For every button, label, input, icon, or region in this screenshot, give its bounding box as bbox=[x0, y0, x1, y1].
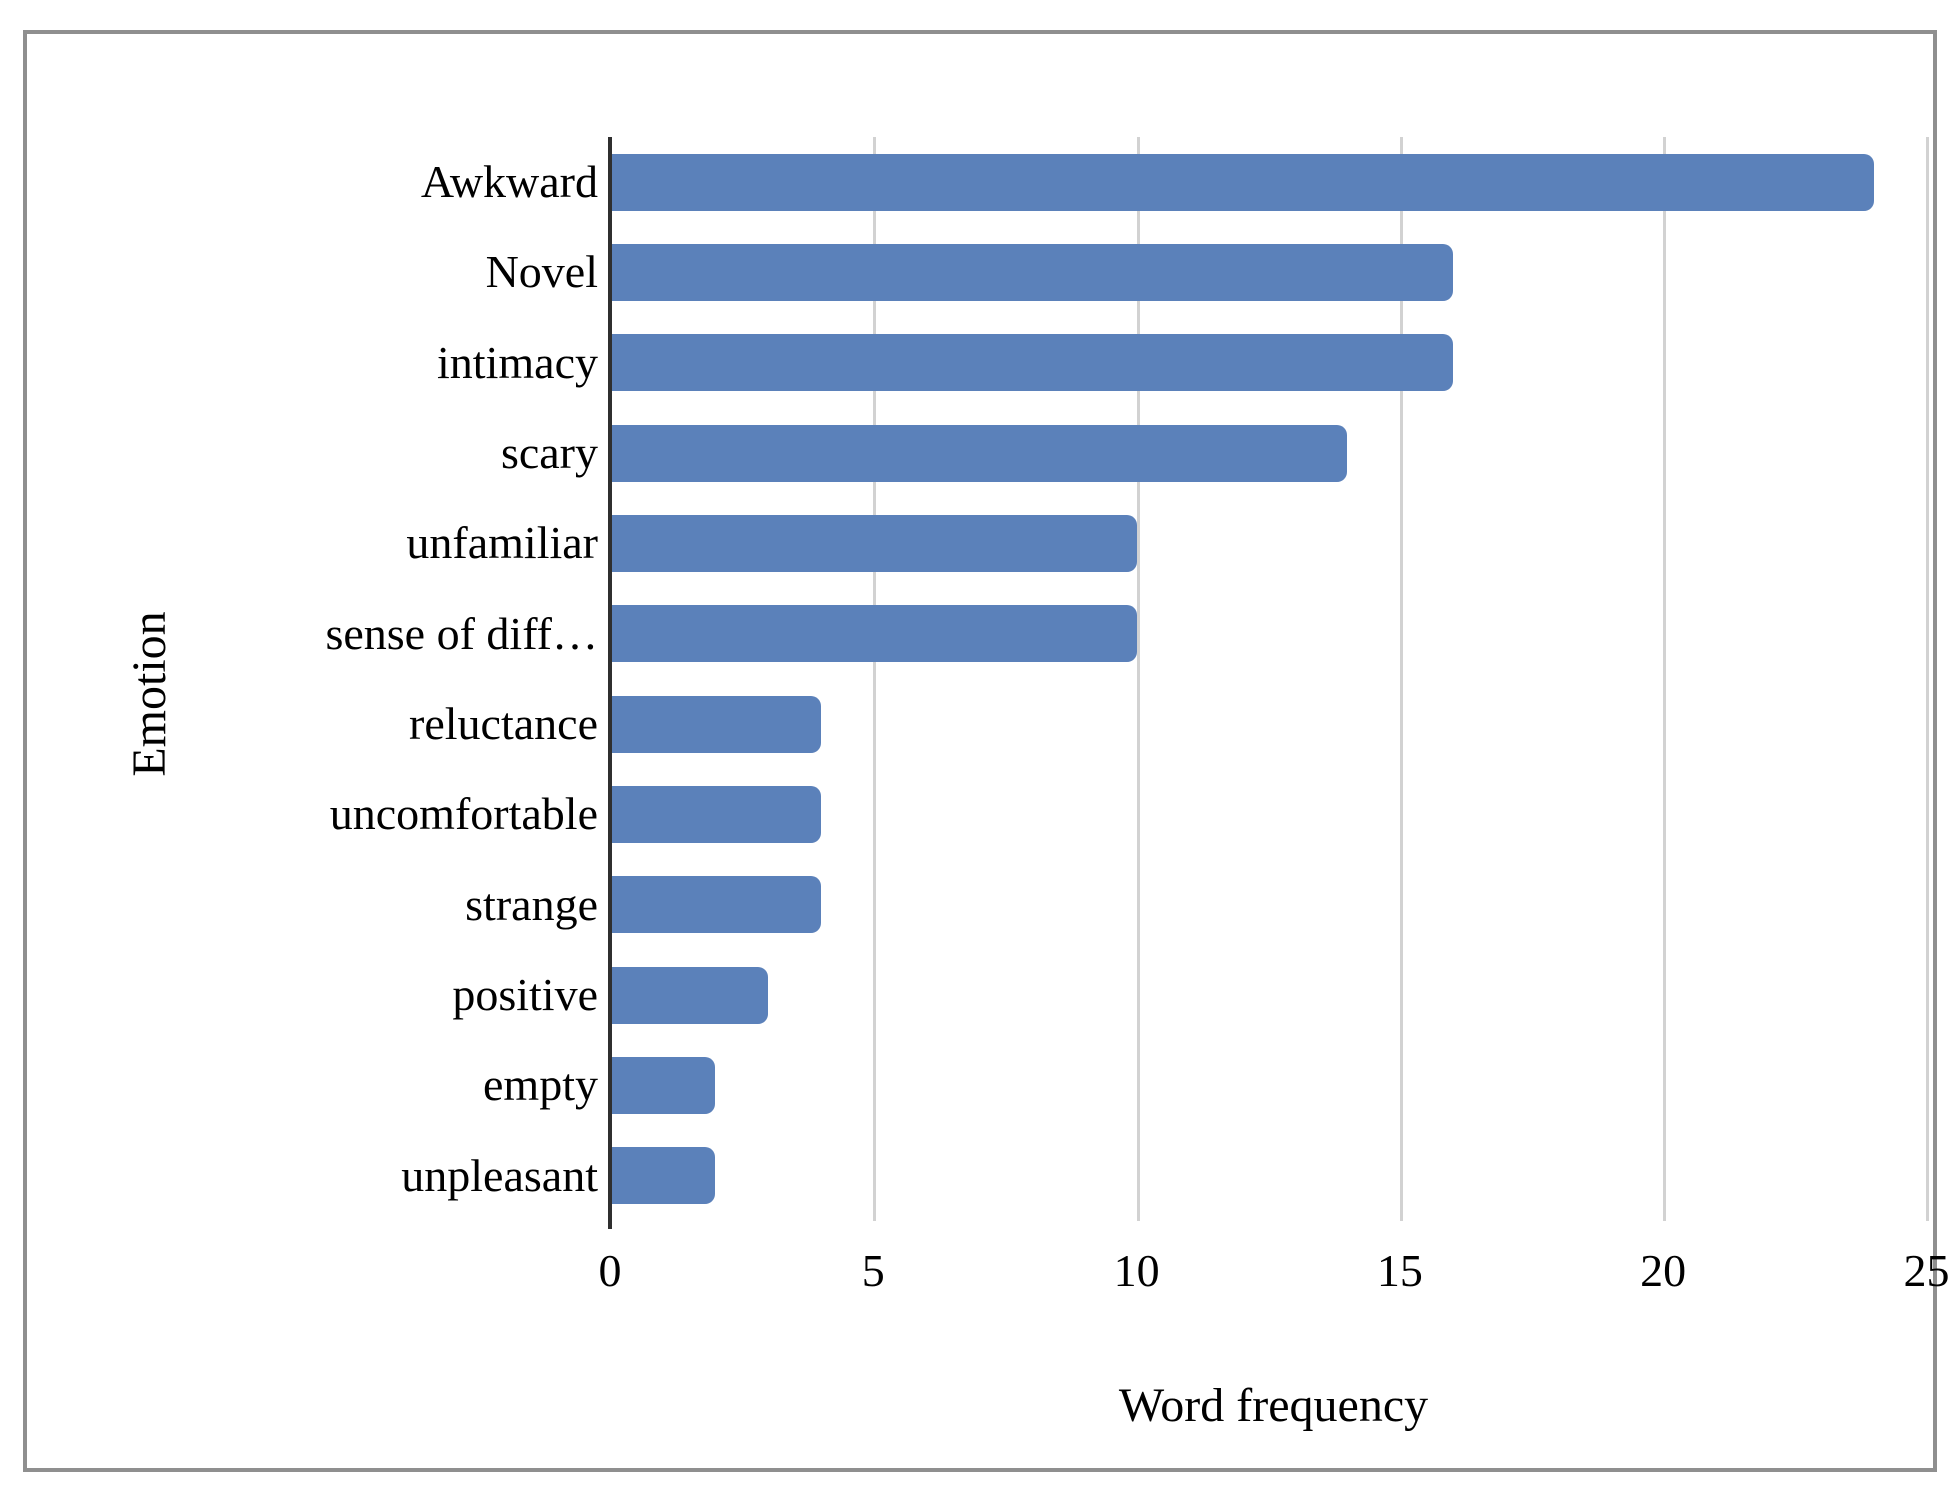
bar-row bbox=[610, 318, 1937, 408]
category-label-row: Novel bbox=[57, 227, 598, 317]
bar-row bbox=[610, 679, 1937, 769]
category-label: Awkward bbox=[420, 156, 598, 208]
bar-row bbox=[610, 408, 1937, 498]
category-label-row: Awkward bbox=[57, 137, 598, 227]
plot-area bbox=[608, 137, 1937, 1229]
gridline-5 bbox=[873, 137, 877, 1221]
category-label-row: strange bbox=[57, 860, 598, 950]
bar-unfamiliar bbox=[610, 514, 1137, 572]
bar-sense of diff… bbox=[610, 605, 1137, 663]
bar-scary bbox=[610, 424, 1348, 482]
bar-row bbox=[610, 1131, 1937, 1221]
chart-frame: Awkward Novel intimacy scary unfamiliar sense… bbox=[23, 30, 1950, 1472]
category-label: uncomfortable bbox=[329, 788, 598, 840]
category-label: positive bbox=[452, 969, 598, 1021]
category-label: sense of diff… bbox=[325, 607, 598, 659]
gridline-10 bbox=[1136, 137, 1140, 1221]
category-label-row: sense of diff… bbox=[57, 589, 598, 679]
category-label: strange bbox=[465, 878, 598, 930]
bar-unpleasant bbox=[610, 1147, 716, 1205]
gridline-20 bbox=[1663, 137, 1667, 1221]
x-tick-label-25: 25 bbox=[1903, 1245, 1950, 1296]
bar-row bbox=[610, 227, 1937, 317]
bar-row bbox=[610, 769, 1937, 859]
bar-strange bbox=[610, 876, 821, 934]
category-label-row: intimacy bbox=[57, 318, 598, 408]
bar-uncomfortable bbox=[610, 785, 821, 843]
x-tick-label-5: 5 bbox=[861, 1245, 885, 1296]
category-label: empty bbox=[483, 1059, 598, 1111]
category-label-row: scary bbox=[57, 408, 598, 498]
y-axis-line bbox=[608, 137, 612, 1229]
bar-row bbox=[610, 498, 1937, 588]
x-tick-labels: 0 5 10 15 20 25 bbox=[599, 1245, 1950, 1308]
bar-row bbox=[610, 860, 1937, 950]
x-tick-label-10: 10 bbox=[1113, 1245, 1160, 1296]
bar-Awkward bbox=[610, 153, 1874, 211]
bar-Novel bbox=[610, 243, 1453, 301]
x-axis-title: Word frequency bbox=[1118, 1379, 1429, 1432]
bar-row bbox=[610, 1040, 1937, 1130]
bar-row bbox=[610, 137, 1937, 227]
bar-reluctance bbox=[610, 695, 821, 753]
y-axis-title: Emotion bbox=[123, 611, 176, 777]
category-label-row: positive bbox=[57, 950, 598, 1040]
bar-positive bbox=[610, 966, 768, 1024]
category-label: unpleasant bbox=[401, 1149, 598, 1201]
gridline-25 bbox=[1926, 137, 1930, 1221]
bar-row bbox=[610, 589, 1937, 679]
bar-row bbox=[610, 950, 1937, 1040]
x-tick-label-0: 0 bbox=[598, 1245, 622, 1296]
bar-rows bbox=[610, 137, 1937, 1221]
x-tick-label-15: 15 bbox=[1376, 1245, 1423, 1296]
category-label-row: reluctance bbox=[57, 679, 598, 769]
category-label-row: unfamiliar bbox=[57, 498, 598, 588]
category-label: unfamiliar bbox=[406, 517, 598, 569]
category-label: intimacy bbox=[437, 336, 598, 388]
category-label: scary bbox=[500, 427, 598, 479]
category-labels: Awkward Novel intimacy scary unfamiliar sense… bbox=[57, 137, 598, 1221]
category-label-row: empty bbox=[57, 1040, 598, 1130]
category-label-row: unpleasant bbox=[57, 1131, 598, 1221]
bar-empty bbox=[610, 1056, 716, 1114]
bar-intimacy bbox=[610, 334, 1453, 392]
gridline-15 bbox=[1399, 137, 1403, 1221]
category-label: reluctance bbox=[409, 698, 598, 750]
category-label-row: uncomfortable bbox=[57, 769, 598, 859]
x-tick-label-20: 20 bbox=[1640, 1245, 1687, 1296]
category-label: Novel bbox=[485, 246, 598, 298]
